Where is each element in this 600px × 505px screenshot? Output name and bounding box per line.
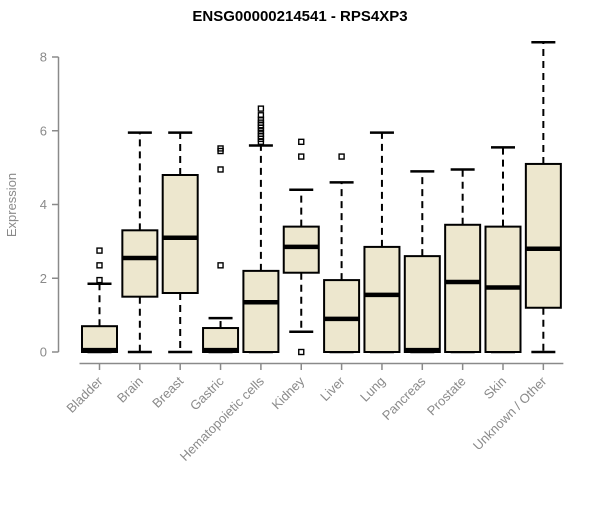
boxplot-gastric bbox=[202, 145, 240, 354]
outlier-point bbox=[298, 153, 305, 160]
x-axis-label-brain: Brain bbox=[114, 374, 146, 406]
x-axis-label-lung: Lung bbox=[357, 374, 388, 405]
outlier-point bbox=[96, 276, 103, 284]
outlier-point bbox=[257, 105, 265, 112]
box-iqr bbox=[242, 269, 280, 353]
boxplot-hematopoietic-cells bbox=[242, 105, 280, 354]
box-iqr bbox=[282, 225, 320, 274]
x-axis-label-breast: Breast bbox=[149, 373, 186, 410]
x-axis-label-gastric: Gastric bbox=[187, 373, 227, 413]
x-axis-label-skin: Skin bbox=[481, 374, 509, 402]
outlier-point bbox=[217, 145, 224, 152]
boxplot-lung bbox=[363, 131, 401, 354]
chart-title: ENSG00000214541 - RPS4XP3 bbox=[192, 8, 407, 25]
box-iqr bbox=[403, 255, 441, 353]
boxplot-liver bbox=[323, 153, 361, 354]
x-axis-label-unknown-other: Unknown / Other bbox=[470, 373, 550, 453]
outlier-point bbox=[298, 348, 305, 356]
outlier-point bbox=[257, 112, 265, 119]
y-tick-label: 4 bbox=[40, 197, 47, 212]
boxplot-skin bbox=[484, 146, 522, 354]
boxplot-bladder bbox=[81, 247, 118, 354]
box-iqr bbox=[524, 162, 562, 309]
x-axis-label-bladder: Bladder bbox=[63, 373, 106, 416]
box-iqr bbox=[323, 279, 361, 353]
outlier-point bbox=[217, 262, 224, 269]
x-axis-label-kidney: Kidney bbox=[269, 373, 308, 412]
boxes-group bbox=[81, 41, 562, 356]
outlier-point bbox=[217, 166, 224, 173]
outlier-point bbox=[298, 138, 305, 146]
boxplot-brain bbox=[121, 131, 159, 354]
boxplot-unknown-other bbox=[524, 41, 562, 354]
x-axis-label-pancreas: Pancreas bbox=[379, 373, 429, 423]
boxplot-breast bbox=[161, 131, 199, 354]
outlier-point bbox=[96, 262, 103, 269]
outlier-point bbox=[338, 153, 345, 160]
y-tick-label: 6 bbox=[40, 123, 47, 138]
boxplot-prostate bbox=[444, 168, 482, 354]
box-iqr bbox=[81, 325, 118, 353]
y-tick-label: 0 bbox=[40, 345, 47, 360]
box-iqr bbox=[444, 223, 482, 353]
box-iqr bbox=[121, 229, 159, 298]
x-axis-label-prostate: Prostate bbox=[424, 374, 469, 419]
y-tick-label: 8 bbox=[40, 50, 47, 65]
boxplot-pancreas bbox=[403, 170, 441, 354]
y-axis-title: Expression bbox=[4, 173, 19, 237]
outlier-point bbox=[96, 247, 103, 254]
y-tick-label: 2 bbox=[40, 271, 47, 286]
box-iqr bbox=[161, 174, 199, 294]
box-iqr bbox=[363, 245, 401, 353]
x-axis-label-liver: Liver bbox=[317, 373, 348, 404]
boxplot-kidney bbox=[282, 138, 320, 356]
